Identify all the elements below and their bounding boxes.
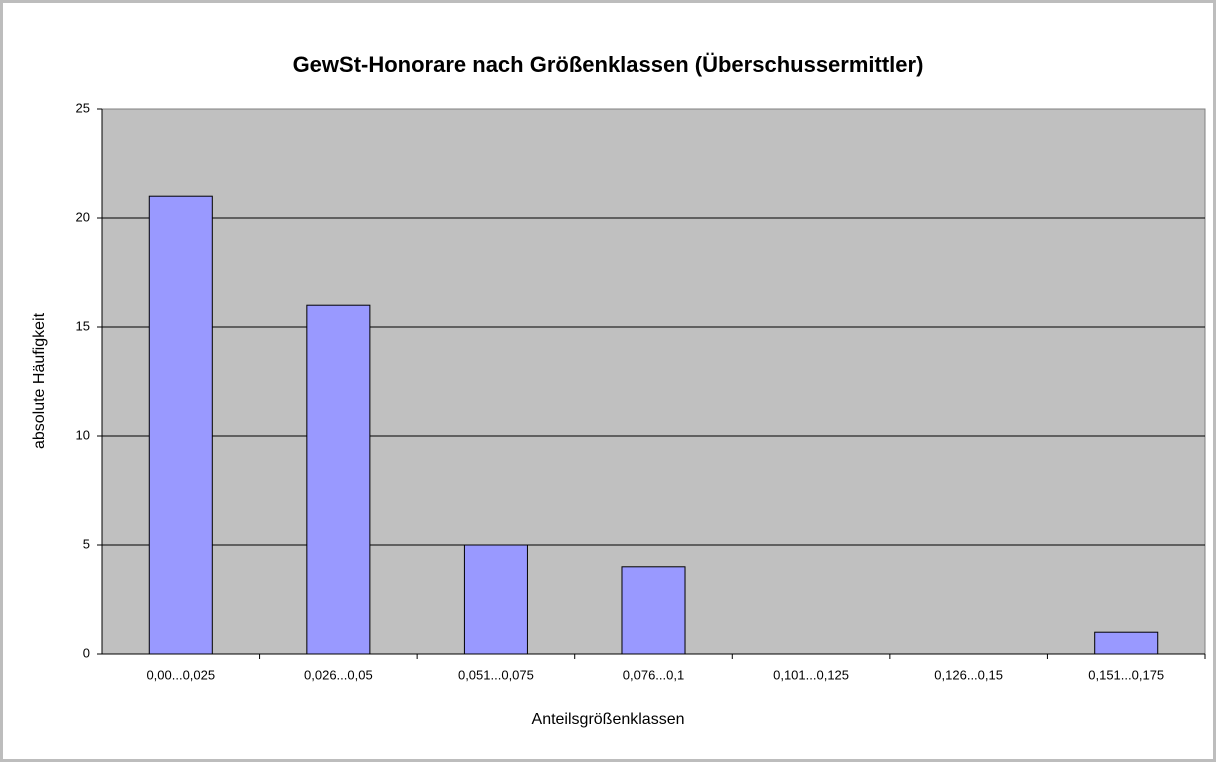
x-tick-label: 0,051...0,075 [458,667,534,682]
y-tick-label: 20 [76,209,90,224]
y-tick-label: 5 [83,536,90,551]
plot-area [101,108,1206,655]
bar [306,304,371,655]
chart-title: GewSt-Honorare nach Größenklassen (Übers… [293,52,924,77]
bar [148,195,213,655]
x-tick-label: 0,00...0,025 [146,667,215,682]
x-axis-label: Anteilsgrößenklassen [532,711,685,728]
x-tick-label: 0,101...0,125 [773,667,849,682]
y-tick-label: 0 [83,645,90,660]
bar [1094,631,1159,655]
y-tick-label: 10 [76,427,90,442]
x-tick-label: 0,151...0,175 [1088,667,1164,682]
x-tick-label: 0,076...0,1 [623,667,684,682]
bar [621,566,686,655]
x-tick-label: 0,026...0,05 [304,667,373,682]
y-tick-label: 15 [76,318,90,333]
y-tick-label: 25 [76,100,90,115]
x-tick-label: 0,126...0,15 [934,667,1003,682]
y-axis-label: absolute Häufigkeit [31,312,48,449]
bar [463,544,528,655]
